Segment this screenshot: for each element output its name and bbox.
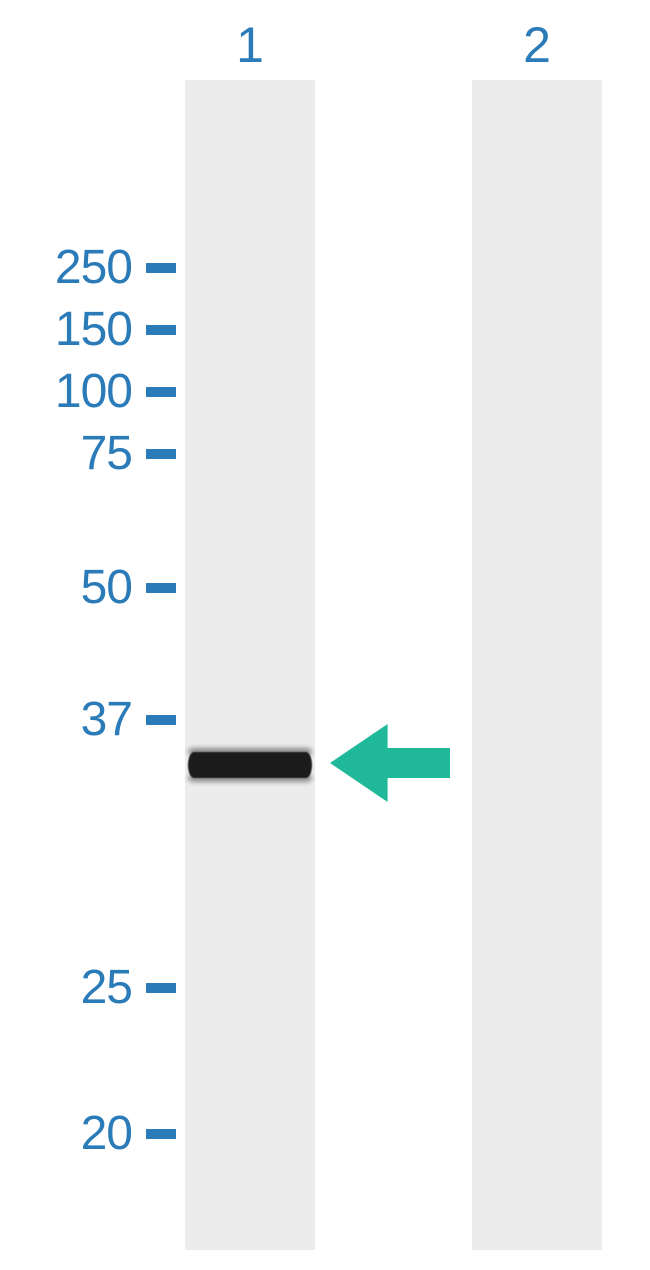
- marker-label-100: 100: [55, 364, 132, 419]
- marker-label-50: 50: [81, 560, 132, 615]
- lane-2-header: 2: [472, 16, 602, 74]
- marker-tick-25: [146, 983, 176, 993]
- marker-tick-20: [146, 1129, 176, 1139]
- marker-tick-75: [146, 449, 176, 459]
- marker-label-20: 20: [81, 1106, 132, 1161]
- marker-label-250: 250: [55, 240, 132, 295]
- marker-tick-100: [146, 387, 176, 397]
- band-indicator-arrow: [330, 724, 450, 802]
- marker-tick-250: [146, 263, 176, 273]
- marker-label-75: 75: [81, 426, 132, 481]
- lane-1-header: 1: [185, 16, 315, 74]
- marker-tick-150: [146, 325, 176, 335]
- marker-label-150: 150: [55, 302, 132, 357]
- marker-tick-37: [146, 715, 176, 725]
- arrow-left-icon: [330, 724, 450, 802]
- marker-label-37: 37: [81, 692, 132, 747]
- lane-2: [472, 80, 602, 1250]
- marker-label-25: 25: [81, 960, 132, 1015]
- lane-1: [185, 80, 315, 1250]
- protein-band: [188, 752, 312, 778]
- western-blot-figure: 1 2 250 150 100 75 50 37 25 20: [0, 0, 650, 1270]
- marker-tick-50: [146, 583, 176, 593]
